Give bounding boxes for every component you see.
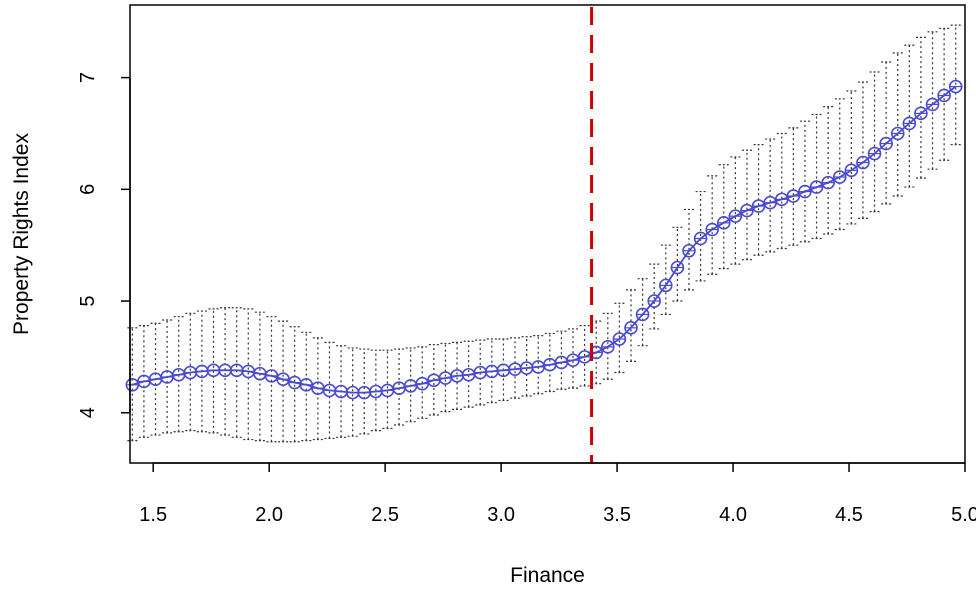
error-bars	[127, 24, 961, 443]
x-tick-label: 5.0	[951, 504, 976, 526]
y-tick-label: 4	[77, 407, 99, 418]
x-tick-label: 4.5	[835, 504, 863, 526]
series-line	[132, 85, 957, 394]
x-tick-label: 3.0	[487, 504, 515, 526]
y-axis-title: Property Rights Index	[10, 133, 33, 335]
x-axis-title: Finance	[510, 564, 585, 587]
series-line-group	[125, 79, 963, 400]
y-tick-label: 7	[77, 72, 99, 83]
plot-frame	[129, 4, 966, 464]
x-tick-label: 4.0	[719, 504, 747, 526]
x-tick-label: 2.0	[255, 504, 283, 526]
y-tick-label: 6	[77, 184, 99, 195]
x-tick-label: 1.5	[139, 504, 167, 526]
x-axis: 1.5 2.0 2.5 3.0 3.5 4.0 4.5 5.0	[139, 462, 976, 526]
x-tick-label: 2.5	[371, 504, 399, 526]
y-axis: 4 5 6 7	[77, 72, 131, 418]
y-tick-label: 5	[77, 295, 99, 306]
x-tick-label: 3.5	[603, 504, 631, 526]
